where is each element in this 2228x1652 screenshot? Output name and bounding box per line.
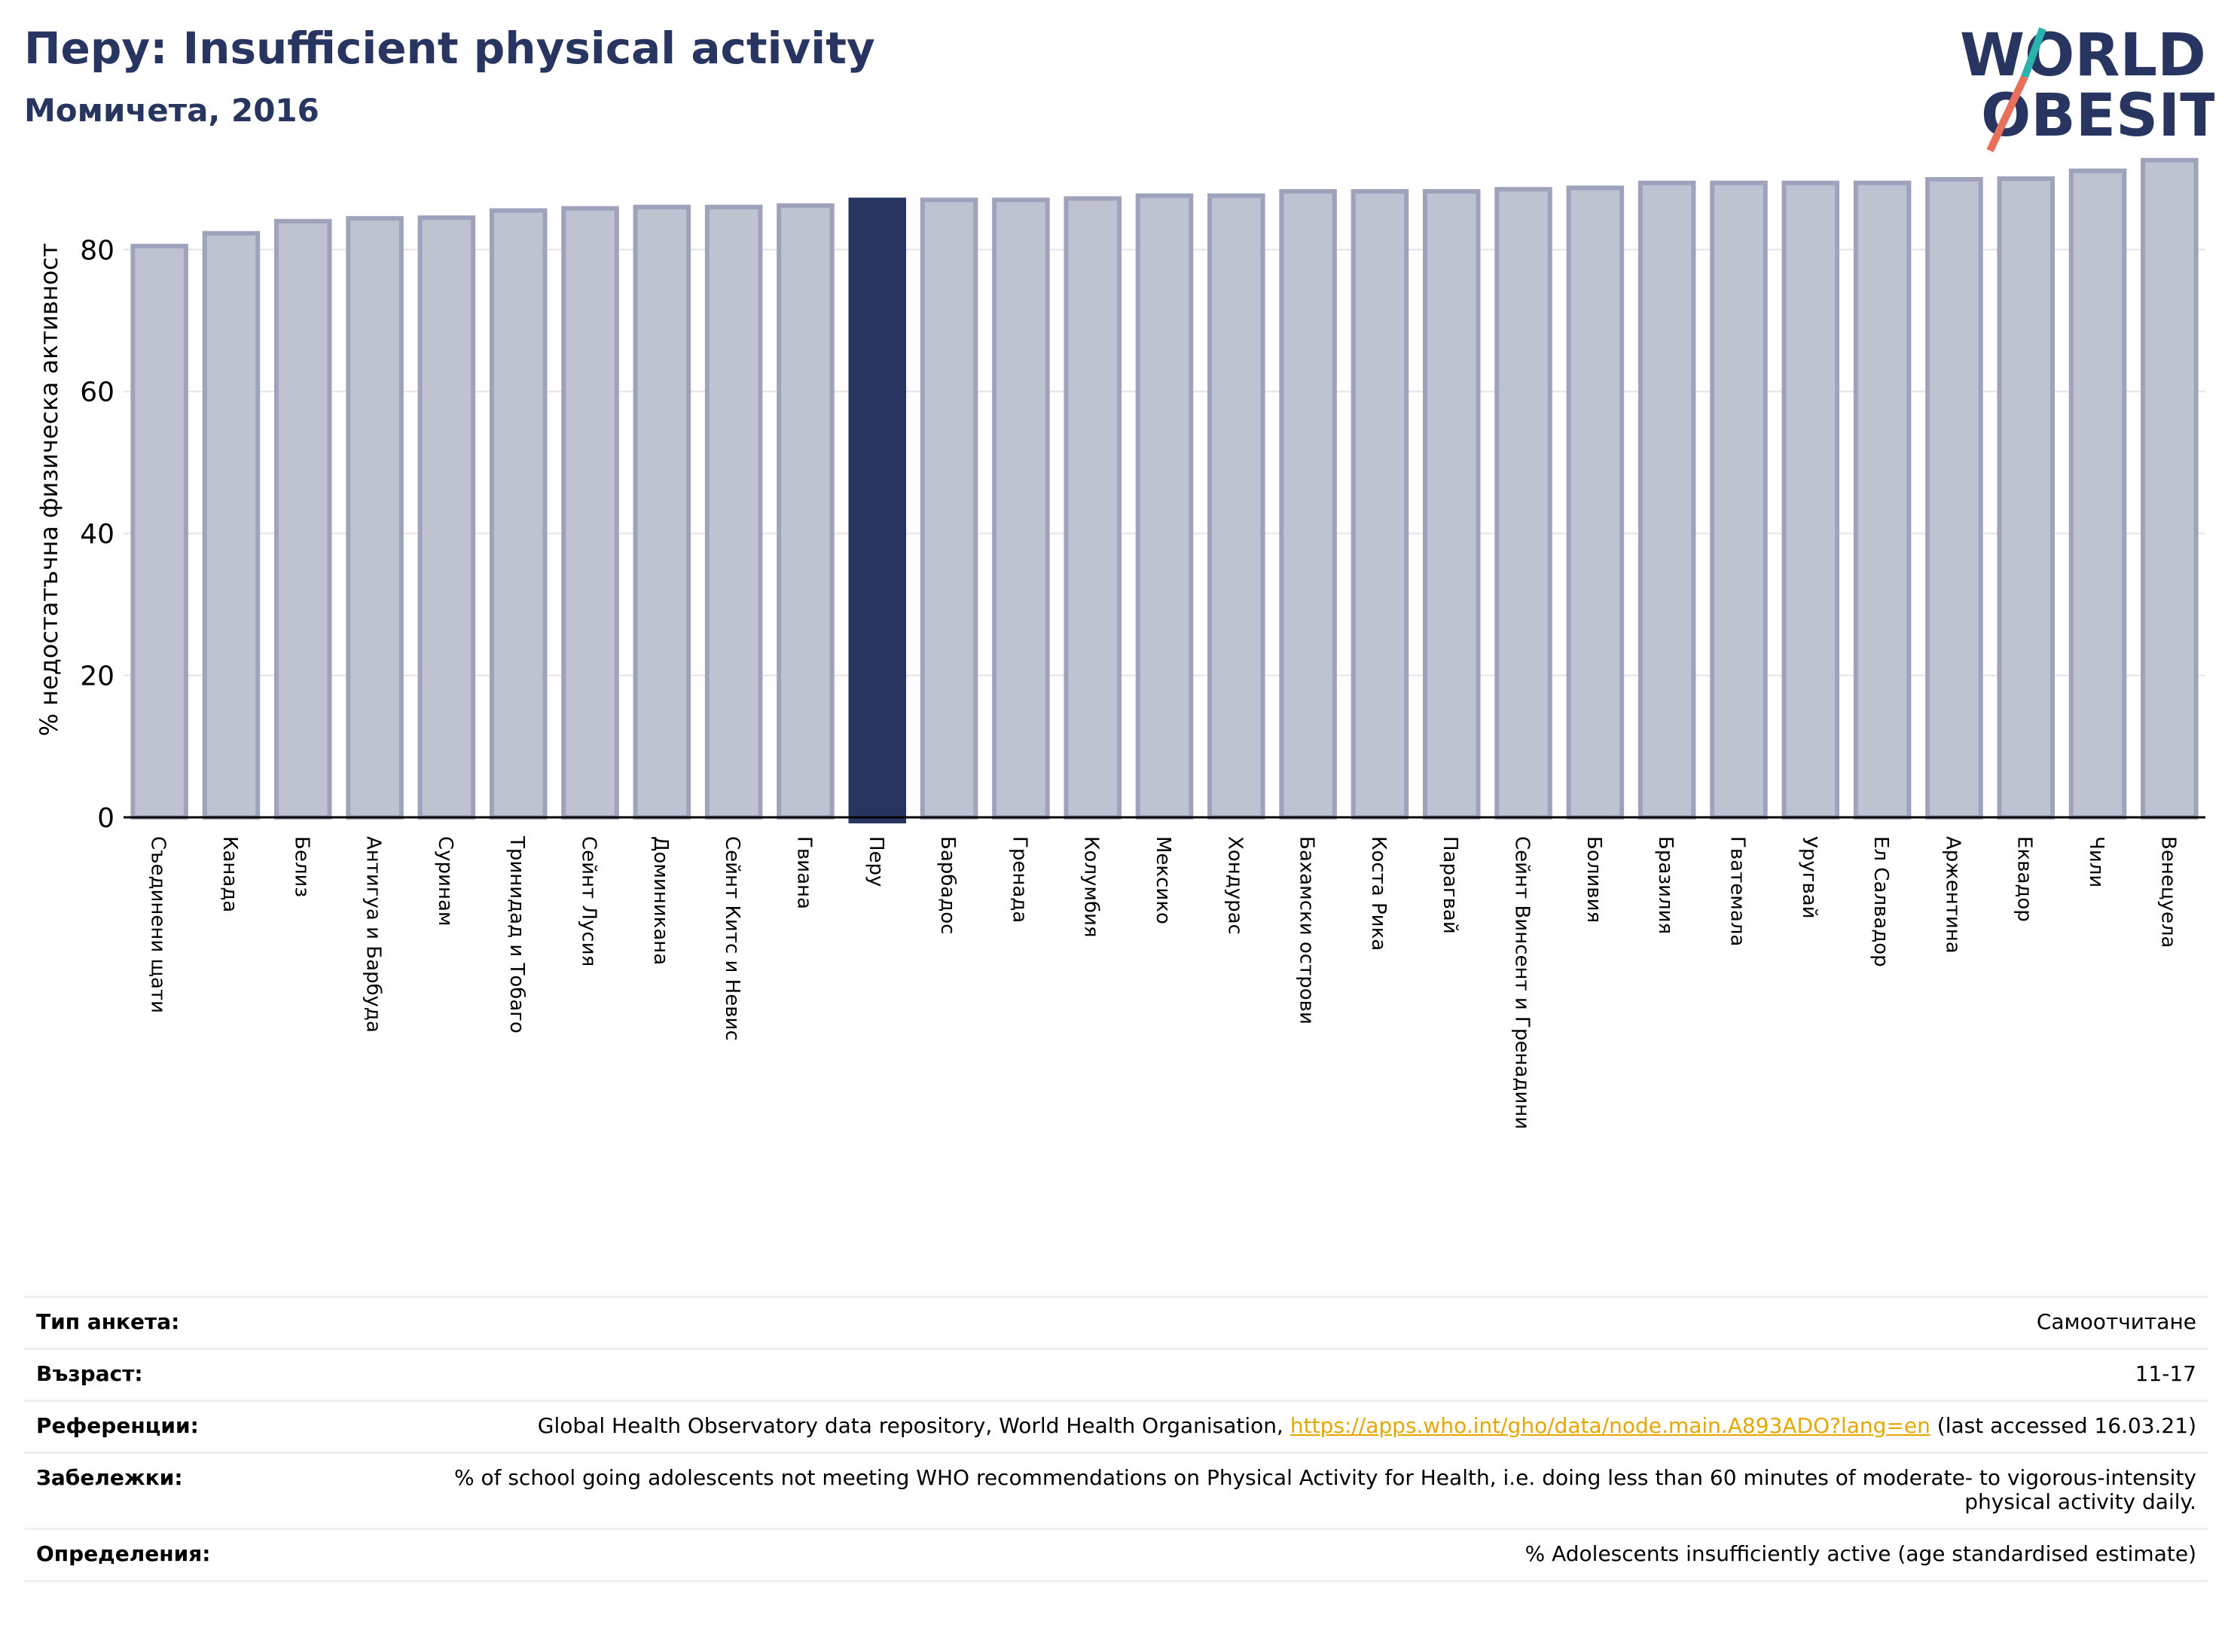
info-row-survey: Тип анкета: Самоотчитане — [24, 1296, 2208, 1348]
bar-9 — [777, 203, 835, 820]
bar-26 — [1997, 176, 2055, 820]
x-tick-label: Колумбия — [1080, 836, 1103, 938]
x-tick-label: Съединени щати — [147, 836, 169, 1013]
bar-0 — [130, 243, 188, 820]
x-tick-label: Боливия — [1582, 836, 1605, 923]
x-tick-label: Гвиана — [792, 836, 815, 909]
bar-11 — [920, 197, 978, 820]
y-tick-label: 60 — [80, 377, 114, 408]
x-tick-label: Коста Рика — [1367, 836, 1390, 951]
notes-label: Забележки: — [36, 1465, 183, 1490]
definitions-value: % Adolescents insufficiently active (age… — [1525, 1541, 2196, 1566]
x-tick-label: Канада — [218, 836, 241, 912]
x-axis: Съединени щати Канада Белиз Антигуа и Барбу… — [124, 816, 2205, 1129]
bar-12 — [992, 197, 1050, 820]
bar-27 — [2068, 168, 2127, 820]
bar-16 — [1279, 189, 1337, 820]
info-row-references: Референции: Global Health Observatory da… — [24, 1400, 2208, 1452]
bar-22 — [1710, 180, 1768, 820]
x-tick-label: Бахамски острови — [1296, 836, 1318, 1024]
info-row-notes: Забележки: % of school going adolescents… — [24, 1452, 2208, 1528]
bar-5 — [489, 208, 548, 820]
references-label: Референции: — [36, 1413, 199, 1438]
x-tick-label: Сейнт Лусия — [578, 836, 600, 966]
page-title: Перу: Insufficient physical activity — [24, 23, 875, 74]
info-table: Тип анкета: Самоотчитане Възраст: 11-17 … — [24, 1296, 2208, 1582]
y-tick-label: 20 — [80, 661, 114, 692]
notes-value: % of school going adolescents not meetin… — [453, 1465, 2196, 1514]
x-tick-label: Доминикана — [649, 836, 672, 965]
age-label: Възраст: — [36, 1361, 143, 1386]
bar-14 — [1135, 193, 1194, 820]
bar-15 — [1207, 193, 1265, 820]
x-tick-label: Еквадор — [2013, 836, 2036, 922]
bar-18 — [1422, 189, 1481, 820]
references-link[interactable]: https://apps.who.int/gho/data/node.main.… — [1289, 1413, 1930, 1438]
bar-23 — [1781, 180, 1840, 820]
bar-17 — [1351, 189, 1409, 820]
bar-2 — [274, 218, 332, 820]
x-tick-label: Суринам — [434, 836, 456, 927]
x-tick-label: Гренада — [1008, 836, 1030, 923]
x-tick-label: Венецуела — [2156, 836, 2179, 948]
definitions-label: Определения: — [36, 1541, 211, 1566]
x-tick-label: Барбадос — [936, 836, 959, 934]
x-tick-label: Перу — [865, 836, 887, 887]
x-tick-label: Мексико — [1152, 836, 1174, 924]
y-tick-label: 0 — [97, 803, 114, 834]
x-tick-label: Чили — [2085, 836, 2107, 887]
bar-3 — [346, 215, 404, 820]
x-tick-label: Аржентина — [1941, 836, 1964, 954]
bar-7 — [633, 204, 691, 820]
references-value: Global Health Observatory data repositor… — [538, 1414, 2196, 1438]
bar-chart: 0 20 40 60 80 Съединени щати Канада Белиз Антиг… — [35, 157, 2205, 1129]
bar-19 — [1494, 187, 1552, 820]
bar-1 — [202, 231, 261, 820]
bar-4 — [417, 215, 476, 820]
x-tick-label: Ел Салвадор — [1869, 836, 1892, 967]
info-row-definitions: Определения: % Adolescents insufficientl… — [24, 1528, 2208, 1582]
page-subtitle: Момичета, 2016 — [24, 92, 319, 129]
bar-25 — [1925, 177, 1983, 820]
x-tick-label: Уругвай — [1798, 836, 1821, 919]
bar-10 — [848, 197, 907, 823]
bar-20 — [1566, 185, 1625, 820]
x-tick-label: Тринидад и Тобаго — [505, 835, 528, 1034]
bar-6 — [561, 206, 619, 820]
survey-label: Тип анкета: — [36, 1309, 180, 1334]
x-tick-label: Бразилия — [1654, 836, 1677, 934]
x-tick-label: Парагвай — [1439, 836, 1461, 934]
y-axis: 0 20 40 60 80 — [80, 235, 114, 834]
y-tick-label: 80 — [80, 235, 114, 266]
x-tick-label: Сейнт Винсент и Гренадини — [1511, 836, 1534, 1129]
y-axis-label: % недостатъчна физическа активност — [35, 243, 63, 737]
bar-28 — [2141, 157, 2199, 820]
x-tick-label: Гватемала — [1726, 836, 1748, 946]
logo-line1: WORLD — [1960, 23, 2206, 90]
bars — [130, 157, 2199, 823]
bar-8 — [704, 204, 763, 820]
logo-slash-teal — [2021, 27, 2046, 78]
x-tick-label: Хондурас — [1223, 836, 1246, 935]
bar-13 — [1064, 196, 1122, 820]
references-text: Global Health Observatory data repositor… — [537, 1413, 1283, 1438]
bar-21 — [1637, 180, 1696, 820]
survey-value: Самоотчитане — [2036, 1309, 2196, 1334]
logo-slash-coral — [1986, 75, 2028, 153]
x-tick-label: Антигуа и Барбуда — [362, 836, 385, 1033]
age-value: 11-17 — [2135, 1361, 2196, 1386]
x-tick-label: Белиз — [290, 836, 313, 897]
x-tick-label: Сейнт Китс и Невис — [721, 836, 743, 1041]
world-obesity-logo: WORLD OBESITY — [1960, 23, 2214, 153]
bar-24 — [1853, 180, 1912, 820]
info-row-age: Възраст: 11-17 — [24, 1348, 2208, 1400]
references-tail: (last accessed 16.03.21) — [1937, 1413, 2196, 1438]
y-tick-label: 40 — [80, 519, 114, 550]
